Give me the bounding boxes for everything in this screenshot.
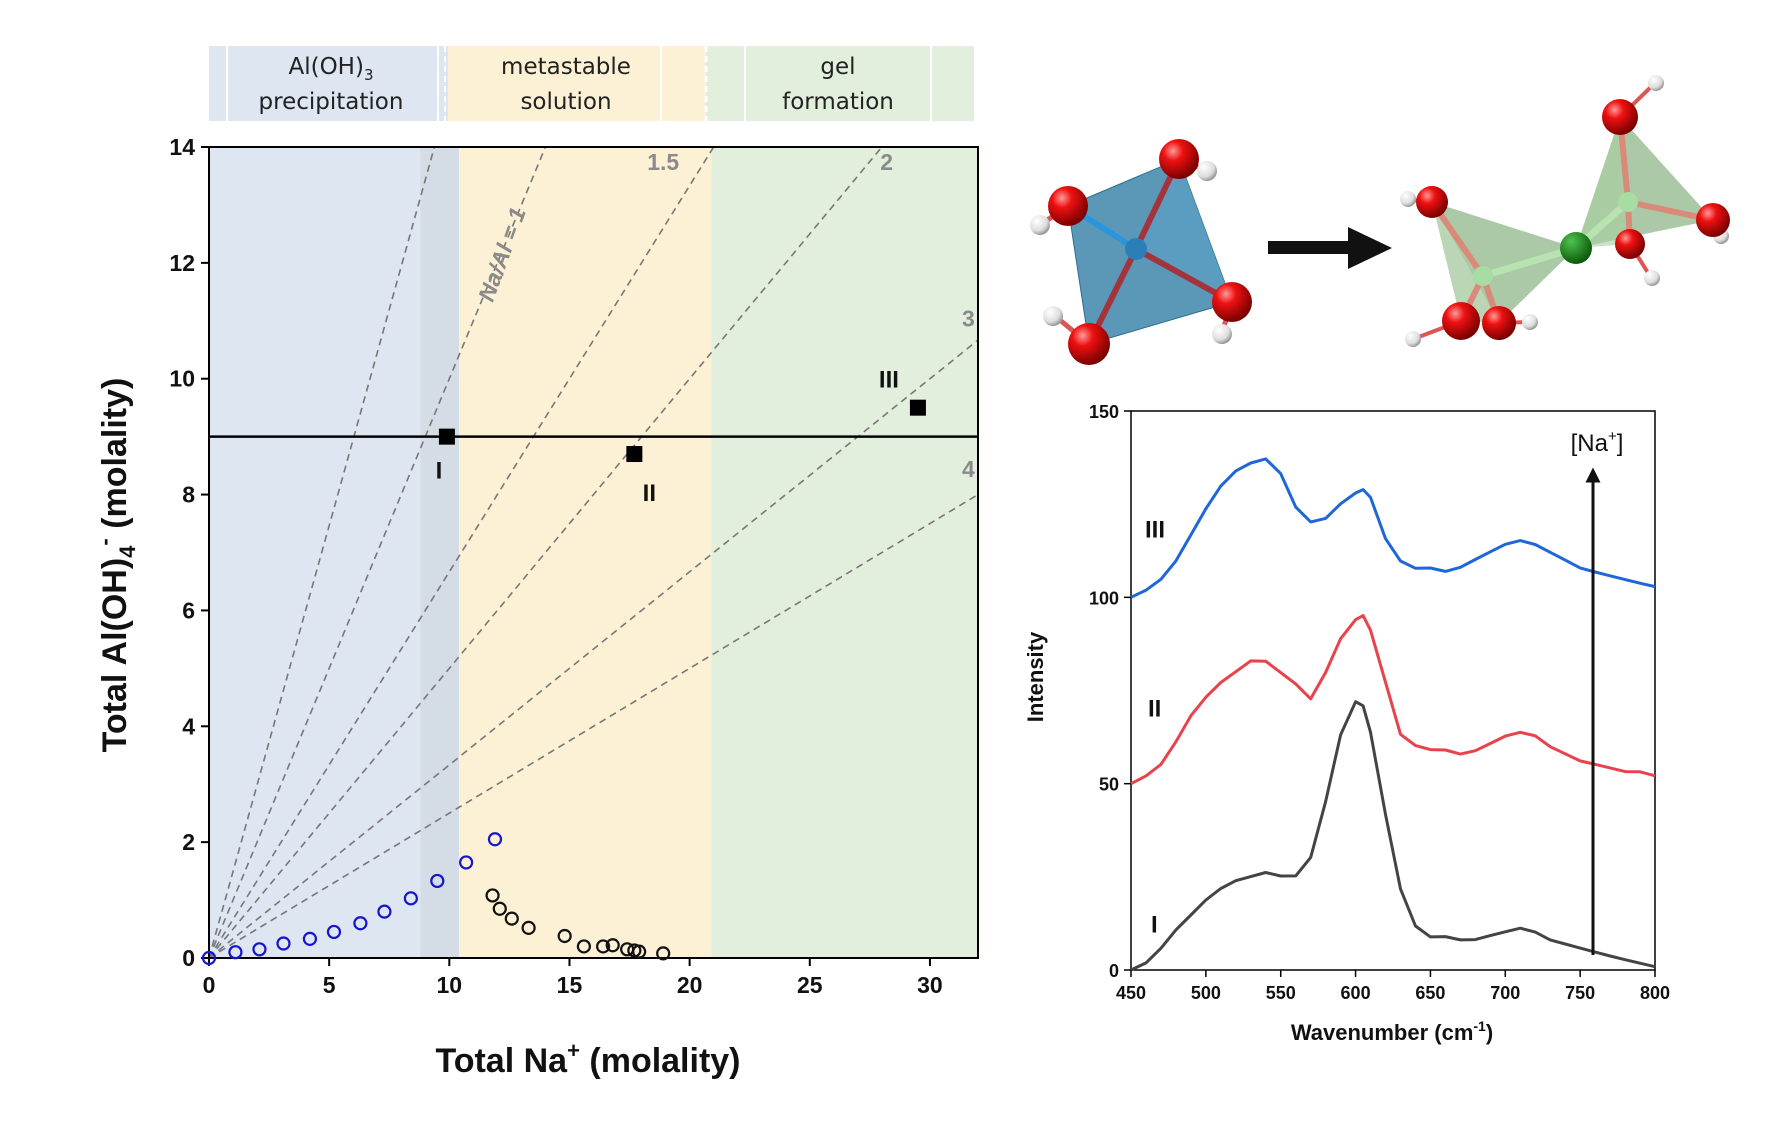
precipitated-point [576,939,591,954]
spectrum-I [1130,700,1656,972]
soluble-point [487,832,503,847]
left-y-tick-label: 6 [182,597,195,623]
sample-marker-III [909,399,926,416]
ratio-label-5: 4 [962,456,975,482]
precipitated-point [504,911,519,926]
spectrum-label-II: II [1148,696,1161,723]
sample-label-III: III [879,367,899,394]
left-x-tick-label: 5 [323,972,336,998]
reaction-arrow [1268,227,1392,269]
left-x-tick-label: 10 [437,972,463,998]
ratio-label-4: 3 [962,306,975,332]
molecule-illustration [1030,75,1730,365]
regime-band-gel [706,46,974,121]
right-y-axis-title: Intensity [1023,631,1048,722]
ratio-line-5 [208,493,979,959]
regime-band-precipitation [209,46,457,121]
ratio-line-2 [208,146,715,959]
ratio-line-3 [208,146,883,959]
regime-metastable-label-2: solution [520,89,611,115]
sample-label-I: I [436,458,443,485]
right-x-tick-label: 600 [1341,983,1371,1003]
right-x-tick-label: 500 [1191,983,1221,1003]
soluble-point [302,931,318,946]
left-x-tick-label: 30 [917,972,943,998]
left-x-tick-label: 15 [557,972,583,998]
regime-gel-label: gel [820,54,855,80]
regime-header: Al(OH)3 precipitation metastable solutio… [209,46,974,121]
sample-marker-II [626,446,643,463]
left-y-tick-label: 10 [169,366,195,392]
soluble-point [326,924,342,940]
ratio-line-0 [208,146,436,959]
soluble-point [353,916,368,931]
precipitated-point [492,901,507,916]
soluble-point [430,873,445,889]
right-y-tick-label: 50 [1099,775,1119,795]
soluble-point [403,891,418,906]
ratio-label-3: 2 [880,149,893,175]
right-y-tick-label: 0 [1109,961,1119,981]
spectrum-III [1130,457,1656,599]
spectrum-label-I: I [1151,912,1158,939]
right-x-tick-label: 450 [1116,983,1146,1003]
precipitated-point [656,946,671,961]
left-x-tick-label: 25 [797,972,823,998]
precipitated-point [485,888,500,903]
soluble-point [252,942,267,957]
precipitated-point [596,939,611,954]
soluble-point [377,904,392,919]
precipitated-point [605,938,620,953]
left-x-axis-title: Total Na+ (molality) [435,1038,740,1080]
sample-label-II: II [643,480,656,507]
left-y-tick-label: 2 [182,829,195,855]
soluble-point [276,936,291,951]
region-2 [711,147,978,958]
left-y-tick-label: 4 [182,713,195,739]
left-y-tick-label: 12 [169,250,195,276]
ratio-line-1 [208,146,547,959]
left-y-tick-label: 8 [182,482,195,508]
concentration-arrow-label: [Na+] [1571,428,1624,457]
regime-precipitation-label-2: precipitation [259,89,404,115]
sample-marker-I [438,428,455,445]
regime-precipitation-label: Al(OH)3 [288,54,373,84]
phase-diagram-chart: Na/Al = 11.5 234 0 5 10 15 20 25 3002468101214 … [92,134,979,1080]
soluble-point [201,950,217,966]
right-x-axis-title: Wavenumber (cm-1) [1291,1018,1493,1045]
ratio-label-2: 1.5 [647,149,679,175]
left-x-tick-label: 20 [677,972,703,998]
right-y-tick-label: 100 [1089,588,1119,608]
right-x-tick-label: 650 [1415,983,1445,1003]
regime-band-metastable [448,46,710,121]
precipitated-point [557,928,572,944]
right-y-tick-label: 150 [1089,402,1119,422]
right-plot-frame [1130,410,1656,971]
dimer-species [1400,75,1730,347]
regime-gel-label-2: formation [782,89,894,115]
regime-metastable-label: metastable [501,54,631,80]
left-y-tick-label: 0 [182,945,195,971]
right-x-tick-label: 700 [1490,983,1520,1003]
region-0 [209,147,459,958]
right-x-tick-label: 750 [1565,983,1595,1003]
left-plot-frame [208,146,979,959]
right-x-tick-label: 550 [1266,983,1296,1003]
soluble-point [459,855,474,870]
left-y-axis-title: Total Al(OH)4- (molality) [92,378,140,753]
precipitated-point [632,944,647,959]
soluble-point [228,945,243,960]
region-overlap [420,147,459,958]
spectrum-II [1130,614,1656,786]
tetrahedral-aluminate-monomer [1030,139,1252,365]
right-x-tick-label: 800 [1640,983,1670,1003]
precipitated-point [521,920,536,935]
left-y-tick-label: 14 [169,134,195,160]
region-1 [458,147,712,958]
spectrum-label-III: III [1145,517,1165,544]
left-x-tick-label: 0 [203,972,216,998]
ratio-line-4 [208,339,979,959]
